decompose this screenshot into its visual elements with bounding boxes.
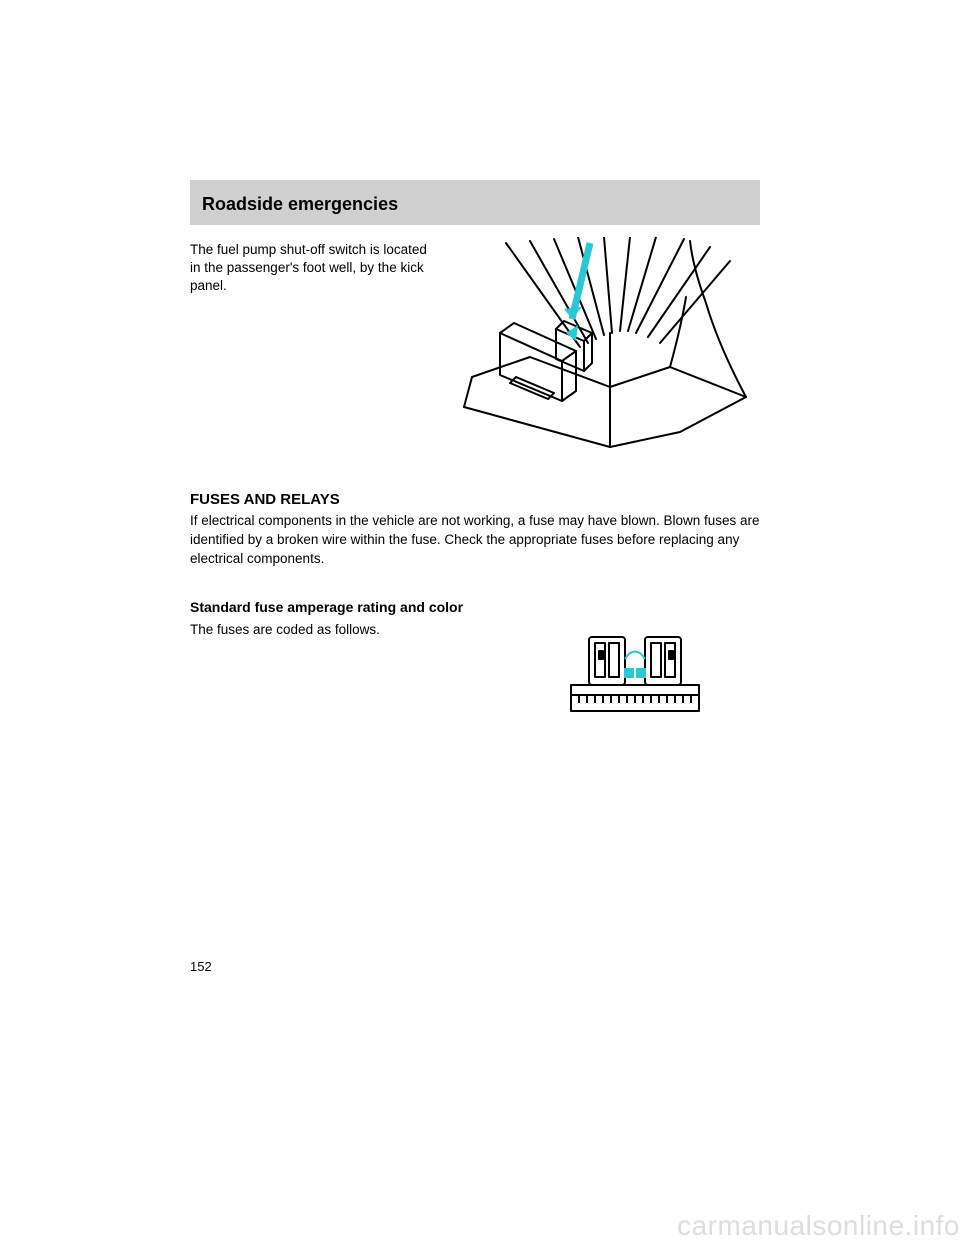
fuse-color-body: The fuses are coded as follows. xyxy=(190,621,500,719)
section-banner-title: Roadside emergencies xyxy=(202,194,748,215)
section-banner: Roadside emergencies xyxy=(190,180,760,225)
intro-text: The fuel pump shut-off switch is located… xyxy=(190,237,440,467)
page-number: 152 xyxy=(190,959,760,974)
fuses-body: If electrical components in the vehicle … xyxy=(190,512,760,569)
fuse-color-heading: Standard fuse amperage rating and color xyxy=(190,599,760,615)
figure-shutoff-switch xyxy=(450,237,760,467)
watermark: carmanualsonline.info xyxy=(677,1210,960,1242)
figure-fuse-pair xyxy=(510,621,760,719)
fuses-heading: FUSES AND RELAYS xyxy=(190,491,760,508)
